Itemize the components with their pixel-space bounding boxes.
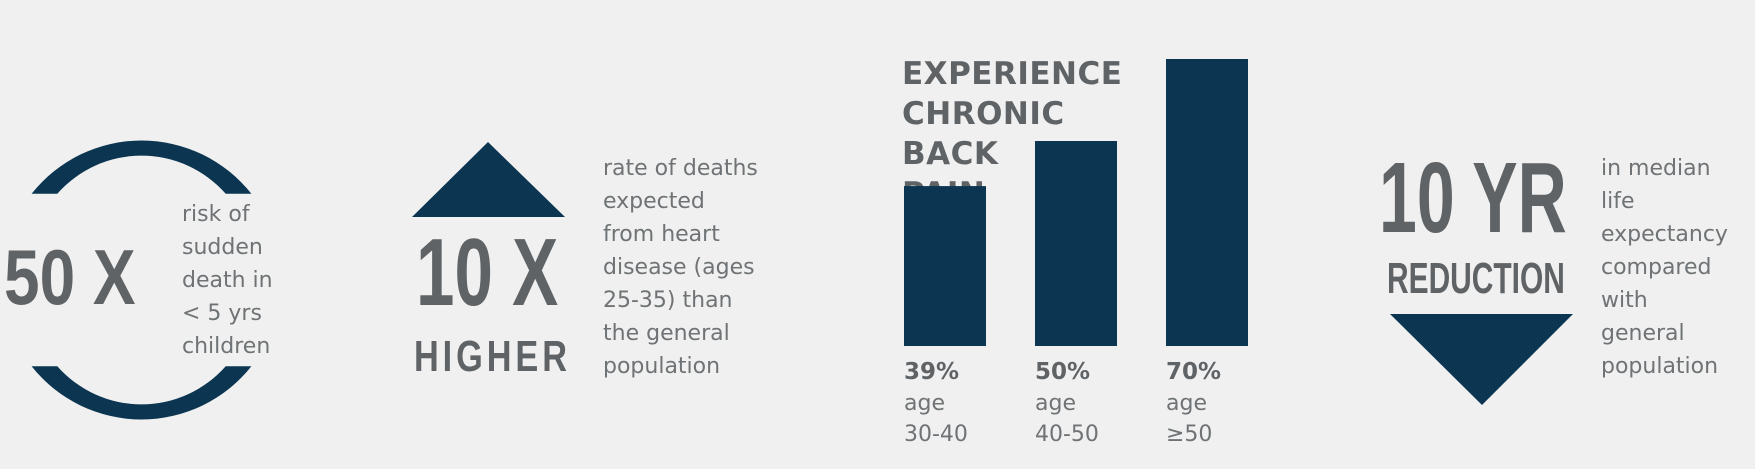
bar-value-label: 70% xyxy=(1166,359,1222,385)
category-text: ≥50 xyxy=(1166,422,1213,447)
desc-line: population xyxy=(603,354,721,379)
category-text: age xyxy=(904,391,945,416)
category-label-3: 70% age ≥50 xyxy=(1166,357,1276,450)
desc-line: expected xyxy=(603,189,705,214)
stat-50x-description: risk of sudden death in < 5 yrs children xyxy=(182,198,273,363)
desc-line: in median xyxy=(1601,156,1711,181)
bar-3 xyxy=(1166,59,1248,346)
desc-line: < 5 yrs xyxy=(182,301,262,326)
bar-value-label: 50% xyxy=(1035,359,1091,385)
circle-arc-top xyxy=(31,140,252,194)
stat-10yr-description: in median life expectancy compared with … xyxy=(1601,152,1728,383)
bar-value-label: 39% xyxy=(904,359,960,385)
down-triangle-icon xyxy=(1390,314,1573,405)
desc-line: population xyxy=(1601,354,1719,379)
category-text: 40-50 xyxy=(1035,422,1099,447)
stat-10yr-suffix: REDUCTION xyxy=(1387,254,1565,303)
up-triangle-icon xyxy=(412,142,565,217)
bar-1 xyxy=(904,186,986,346)
category-text: age xyxy=(1035,391,1076,416)
desc-line: the general xyxy=(603,321,730,346)
desc-line: disease (ages xyxy=(603,255,755,280)
desc-line: expectancy xyxy=(1601,222,1728,247)
circle-arc-graphic xyxy=(31,140,252,420)
desc-line: from heart xyxy=(603,222,720,247)
stat-10yr-value: 10 YR xyxy=(1379,142,1567,254)
desc-line: compared xyxy=(1601,255,1712,280)
stat-10x-description: rate of deaths expected from heart disea… xyxy=(603,152,758,383)
category-text: age xyxy=(1166,391,1207,416)
desc-line: sudden xyxy=(182,235,263,260)
desc-line: life xyxy=(1601,189,1635,214)
category-label-2: 50% age 40-50 xyxy=(1035,357,1145,450)
desc-line: death in xyxy=(182,268,273,293)
desc-line: risk of xyxy=(182,202,250,227)
chart-title-line: EXPERIENCE xyxy=(902,56,1123,92)
desc-line: rate of deaths xyxy=(603,156,758,181)
category-label-1: 39% age 30-40 xyxy=(904,357,1014,450)
stat-50x-value: 50 X xyxy=(4,233,136,321)
circle-arc-bottom xyxy=(31,366,252,420)
bar-2 xyxy=(1035,141,1117,346)
stat-10x-suffix: HIGHER xyxy=(414,332,571,381)
desc-line: with xyxy=(1601,288,1648,313)
back-pain-bar-chart xyxy=(904,59,1248,346)
desc-line: children xyxy=(182,334,271,359)
stat-10x-value: 10 X xyxy=(416,219,559,326)
chart-title-line: CHRONIC BACK xyxy=(902,96,1065,172)
category-text: 30-40 xyxy=(904,422,968,447)
desc-line: 25-35) than xyxy=(603,288,733,313)
desc-line: general xyxy=(1601,321,1685,346)
